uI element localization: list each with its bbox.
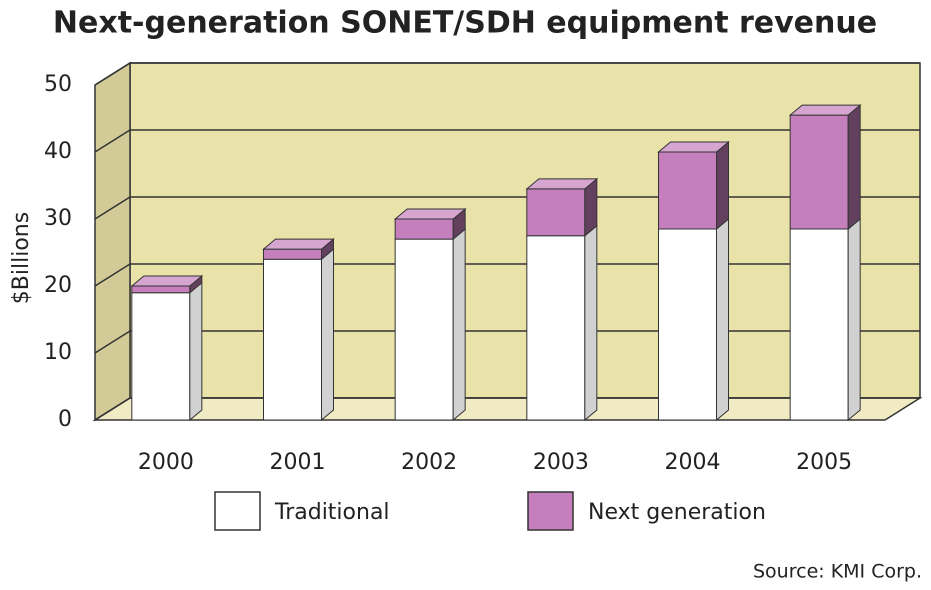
grid-line (94, 196, 920, 220)
bar (130, 274, 204, 294)
bar-face (847, 104, 861, 231)
x-tick-label: 2004 (665, 450, 721, 475)
bar (526, 224, 598, 422)
bar-face (394, 238, 454, 421)
bar-face (658, 151, 717, 230)
bar-face (716, 140, 729, 231)
bar (131, 281, 203, 422)
bar (789, 217, 861, 422)
bar (658, 217, 729, 422)
grid-line (94, 397, 920, 421)
y-tick-label: 20 (44, 273, 72, 298)
bar-face (452, 228, 466, 422)
bar-face (789, 228, 849, 421)
legend-swatch (527, 491, 574, 531)
y-tick-label: 50 (44, 72, 72, 97)
x-tick-label: 2002 (401, 450, 457, 475)
y-axis-label: $Billions (9, 212, 34, 304)
bar-face (263, 258, 322, 421)
y-tick-label: 30 (44, 206, 72, 231)
bar-face (394, 218, 454, 240)
bar-face (321, 248, 334, 422)
bar-face (131, 292, 191, 421)
grid-line (94, 330, 920, 354)
bar-face (130, 275, 204, 287)
bar (393, 207, 467, 241)
bar-face (847, 217, 861, 422)
bar-face (131, 285, 191, 294)
bar-face (526, 235, 586, 421)
grid-line (94, 263, 920, 287)
side-wall (94, 61, 131, 422)
bar-face (788, 104, 862, 116)
bar-face (262, 238, 335, 250)
bar (525, 177, 599, 237)
y-tick-label: 10 (44, 340, 72, 365)
x-tick-label: 2005 (796, 450, 852, 475)
bar-face (263, 248, 322, 260)
bar-face (658, 228, 717, 421)
bar-face (584, 224, 598, 422)
grid-line (94, 129, 920, 153)
x-tick-label: 2003 (533, 450, 589, 475)
bar-face (789, 114, 849, 230)
grid-line (94, 62, 920, 86)
bar-face (525, 178, 599, 190)
x-tick-label: 2000 (138, 450, 194, 475)
bar-face (393, 208, 467, 220)
bar (788, 104, 862, 231)
x-tick-label: 2001 (270, 450, 326, 475)
bar-face (189, 281, 203, 422)
y-tick-label: 40 (44, 139, 72, 164)
legend-label: Next generation (588, 500, 766, 525)
chart-title: Next-generation SONET/SDH equipment reve… (53, 6, 877, 41)
legend-swatch (214, 491, 261, 531)
bar (263, 248, 334, 422)
bar-face (526, 188, 586, 237)
bar-face (716, 217, 729, 422)
bar-face (657, 141, 730, 153)
y-tick-label: 0 (58, 407, 72, 432)
legend-label: Traditional (274, 500, 390, 525)
bar (657, 140, 730, 231)
source: Source: KMI Corp. (753, 561, 922, 583)
bar (262, 238, 335, 261)
bar (394, 228, 466, 422)
